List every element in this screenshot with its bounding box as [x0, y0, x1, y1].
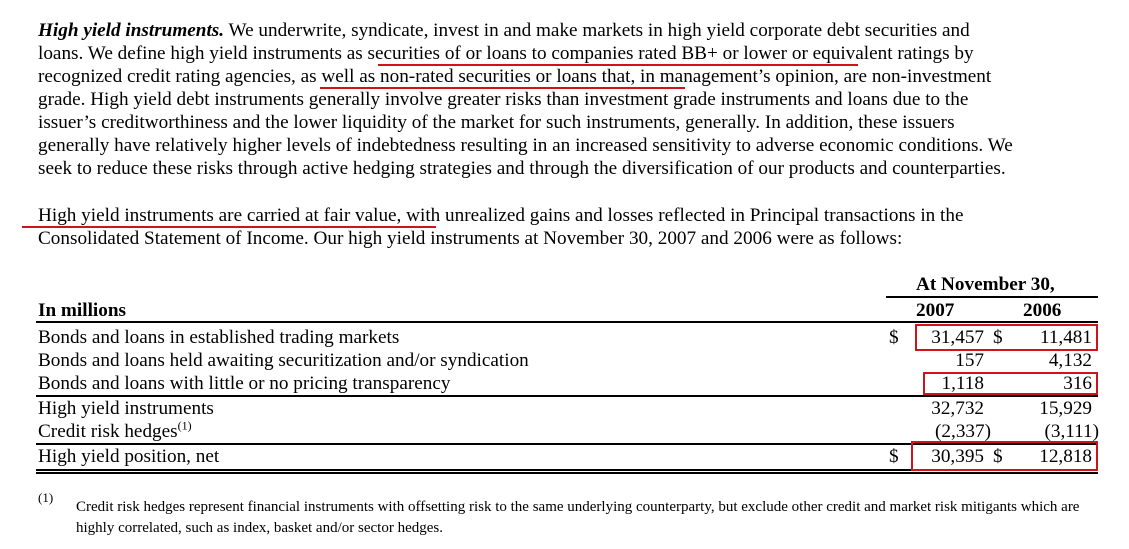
currency-symbol: $ [889, 446, 899, 467]
value-2006: (3,111) [1044, 421, 1099, 442]
footnote-text: Credit risk hedges represent financial i… [76, 499, 1080, 536]
paragraph-line: generally have relatively higher levels … [38, 135, 1013, 156]
fair-value-paragraph: High yield instruments are carried at fa… [38, 204, 1113, 250]
value-2006: 15,929 [1039, 398, 1092, 419]
table-row-label: Bonds and loans in established trading m… [38, 327, 400, 348]
subtotal-rule [36, 395, 1098, 397]
annotation-underline-fair-value [22, 226, 436, 228]
footnote-mark: (1) [38, 490, 54, 505]
table-row-label: Bonds and loans held awaiting securitiza… [38, 350, 529, 371]
column-header-2006: 2006 [1023, 300, 1062, 321]
table-row-label: High yield instruments [38, 398, 214, 419]
period-header: At November 30, [916, 274, 1055, 295]
row-header: In millions [38, 300, 126, 321]
annotation-underline-rated-bb [378, 64, 858, 66]
table-row-label: Credit risk hedges(1) [38, 418, 192, 442]
annotation-underline-non-rated [320, 87, 685, 89]
table-row-label: High yield position, net [38, 446, 220, 467]
value-2007: 1,118 [941, 373, 984, 394]
value-2007: 32,732 [931, 398, 984, 419]
value-2006: 316 [1063, 373, 1092, 394]
value-2006: 4,132 [1048, 350, 1092, 371]
value-2007: 31,457 [931, 327, 984, 348]
section-lead: High yield instruments. [38, 20, 225, 41]
paragraph-line: High yield instruments are carried at fa… [38, 205, 964, 226]
high-yield-paragraph: High yield instruments. We underwrite, s… [38, 19, 1113, 180]
paragraph-line: grade. High yield debt instruments gener… [38, 89, 969, 110]
annotation-box-little-transparency [923, 372, 1098, 395]
currency-symbol: $ [993, 327, 1003, 348]
total-rule-top [36, 469, 1098, 471]
currency-symbol: $ [889, 327, 899, 348]
column-header-2007: 2007 [916, 300, 955, 321]
value-2006: 12,818 [1039, 446, 1092, 467]
value-2006: 11,481 [1039, 327, 1092, 348]
annotation-box-net-position [911, 441, 1098, 471]
value-2007: (2,337) [935, 421, 991, 442]
table-row-label: Bonds and loans with little or no pricin… [38, 373, 451, 394]
paragraph-line: seek to reduce these risks through activ… [38, 158, 1006, 179]
paragraph-line: Consolidated Statement of Income. Our hi… [38, 228, 903, 249]
annotation-box-established-markets [915, 324, 1098, 351]
value-2007: 30,395 [931, 446, 984, 467]
paragraph-line: issuer’s creditworthiness and the lower … [38, 112, 955, 133]
footnote-reference: (1) [177, 418, 192, 433]
value-2007: 157 [955, 350, 984, 371]
currency-symbol: $ [993, 446, 1003, 467]
paragraph-line: recognized credit rating agencies, as we… [38, 66, 992, 87]
hedges-rule [36, 443, 1098, 445]
period-header-rule [886, 296, 1098, 298]
total-rule-bottom [36, 472, 1098, 474]
header-rule [36, 321, 1098, 323]
paragraph-line: loans. We define high yield instruments … [38, 43, 974, 64]
paragraph-line: High yield instruments. We underwrite, s… [38, 20, 970, 41]
